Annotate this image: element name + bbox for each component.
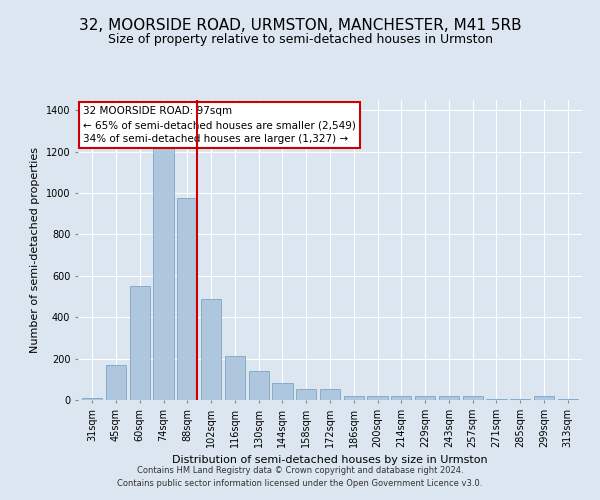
Bar — [296, 388, 316, 400]
Bar — [201, 298, 221, 400]
Bar — [415, 396, 435, 400]
Bar — [344, 396, 364, 400]
Bar — [248, 371, 269, 400]
Bar — [225, 356, 245, 400]
Bar — [154, 144, 173, 400]
Bar — [463, 396, 483, 400]
Bar — [391, 396, 412, 400]
Bar — [367, 396, 388, 400]
Text: 32 MOORSIDE ROAD: 97sqm
← 65% of semi-detached houses are smaller (2,549)
34% of: 32 MOORSIDE ROAD: 97sqm ← 65% of semi-de… — [83, 106, 356, 144]
Text: 32, MOORSIDE ROAD, URMSTON, MANCHESTER, M41 5RB: 32, MOORSIDE ROAD, URMSTON, MANCHESTER, … — [79, 18, 521, 32]
Text: Size of property relative to semi-detached houses in Urmston: Size of property relative to semi-detach… — [107, 32, 493, 46]
Bar — [439, 396, 459, 400]
Bar — [130, 286, 150, 400]
X-axis label: Distribution of semi-detached houses by size in Urmston: Distribution of semi-detached houses by … — [172, 456, 488, 466]
Bar — [82, 398, 103, 400]
Bar — [534, 396, 554, 400]
Bar — [272, 384, 293, 400]
Bar — [320, 388, 340, 400]
Bar — [510, 399, 530, 400]
Bar — [106, 365, 126, 400]
Text: Contains HM Land Registry data © Crown copyright and database right 2024.
Contai: Contains HM Land Registry data © Crown c… — [118, 466, 482, 487]
Bar — [557, 399, 578, 400]
Bar — [177, 198, 197, 400]
Bar — [487, 399, 506, 400]
Y-axis label: Number of semi-detached properties: Number of semi-detached properties — [30, 147, 40, 353]
